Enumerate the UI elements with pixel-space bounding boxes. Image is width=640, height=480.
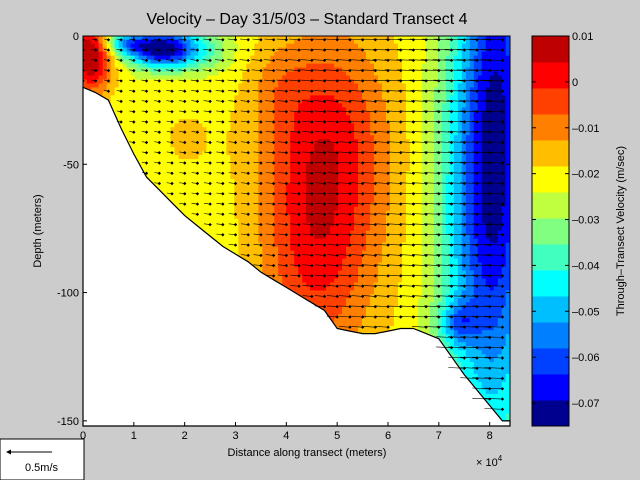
- x-axis-label: Distance along transect (meters): [228, 447, 387, 459]
- colorbar-frame: [531, 35, 570, 427]
- velocity-vectors: [83, 38, 505, 411]
- y-axis-label: Depth (meters): [32, 194, 44, 267]
- colorbar-ticks: 0.010–0.01–0.02–0.03–0.04–0.05–0.06–0.07: [532, 31, 600, 410]
- colorbar: [532, 36, 569, 427]
- y-axis-ticks: 0-50-100-150: [57, 31, 510, 428]
- seabed-mask: [82, 86, 511, 427]
- scale-arrow-head: [6, 449, 11, 455]
- x-multiplier-base: × 10: [476, 457, 498, 469]
- scale-legend: 0.5m/s: [0, 438, 85, 480]
- scale-legend-box: [0, 438, 85, 480]
- chart-title: Velocity – Day 31/5/03 – Standard Transe…: [146, 11, 467, 28]
- x-axis-multiplier: × 104: [476, 454, 503, 469]
- colorbar-label: Through–Transect Velocity (m/sec): [615, 146, 627, 316]
- scale-legend-label: 0.5m/s: [25, 462, 59, 474]
- x-multiplier-exp: 4: [498, 454, 503, 463]
- axes-frame: [82, 35, 511, 427]
- velocity-field: [83, 36, 510, 426]
